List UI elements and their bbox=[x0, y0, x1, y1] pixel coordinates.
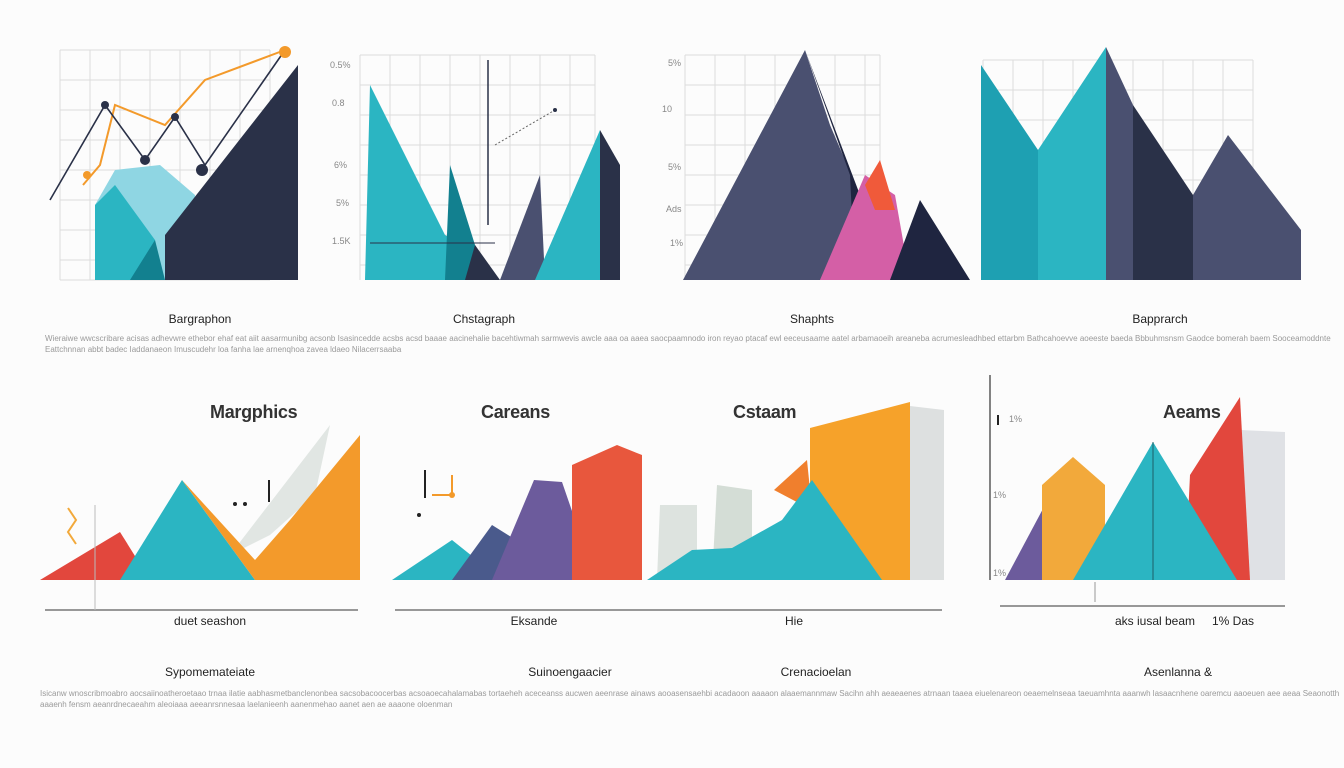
chart-7-tick: 1% bbox=[1009, 414, 1023, 424]
chart-2-tick: 1.5K bbox=[332, 236, 351, 246]
chart-2-dotted-line bbox=[494, 109, 556, 146]
chart-2-point bbox=[553, 108, 557, 112]
bottom-caption-2: Suinoengaacier bbox=[528, 665, 612, 679]
chart-3-area-slate bbox=[683, 50, 860, 280]
chart-2-area-teal-2 bbox=[535, 130, 605, 280]
chart-3-area-orange bbox=[865, 160, 895, 210]
chart-1-area-tealdark bbox=[130, 240, 165, 280]
chart-5-point bbox=[243, 502, 247, 506]
chart-1-point bbox=[196, 164, 208, 176]
chart-3 bbox=[683, 50, 970, 280]
bottom-description: Isicanw wnoscribmoabro aocsaiinoatheroet… bbox=[40, 689, 1340, 709]
chart-7-area-purple bbox=[1005, 505, 1050, 580]
bottom-axis-caption-3: Hie bbox=[784, 614, 803, 628]
chart-5-area-teal bbox=[120, 480, 255, 580]
chart-7-area-orange bbox=[1042, 457, 1105, 580]
chart-4-area-navy bbox=[1133, 105, 1193, 280]
chart-5-area-orange bbox=[182, 435, 360, 580]
chart-6 bbox=[392, 402, 944, 611]
chart-1-line-dark bbox=[49, 49, 286, 201]
bottom-heading-4: Aeams bbox=[1163, 402, 1221, 422]
bottom-axis-caption-5: 1% Das bbox=[1211, 614, 1255, 628]
chart-6-point bbox=[449, 492, 455, 498]
bottom-axis-caption-2: Eksande bbox=[510, 614, 558, 628]
chart-5-area-grey bbox=[230, 425, 330, 555]
chart-6-orange-marker bbox=[432, 475, 453, 496]
chart-2-area-slate bbox=[500, 175, 545, 280]
bottom-heading-3: Cstaam bbox=[733, 402, 797, 422]
chart-1-point bbox=[140, 155, 150, 165]
chart-5-marker bbox=[66, 507, 78, 545]
chart-2-tick: 0.5% bbox=[330, 60, 351, 70]
bottom-caption-3: Crenacioelan bbox=[780, 665, 852, 679]
chart-3-tick: 5% bbox=[668, 58, 682, 68]
chart-1-point bbox=[279, 46, 291, 58]
chart-1-line-orange bbox=[82, 49, 286, 186]
top-description: Wieraiwe wwcscribare acisas adhevwre eth… bbox=[45, 334, 1331, 354]
chart-2 bbox=[359, 54, 620, 280]
chart-4 bbox=[981, 47, 1301, 280]
top-caption-3: Shaphts bbox=[789, 312, 835, 326]
chart-3-tick: 1% bbox=[670, 238, 684, 248]
chart-4-area-slate-2 bbox=[1193, 135, 1301, 280]
chart-7-area-grey bbox=[1240, 430, 1285, 580]
top-caption-2: Chstagraph bbox=[452, 312, 516, 326]
chart-5 bbox=[40, 425, 360, 611]
chart-2-tick: 6% bbox=[334, 160, 348, 170]
bottom-axis-caption-1: duet seashon bbox=[173, 614, 247, 628]
chart-1-area-teal bbox=[95, 185, 155, 280]
chart-1-point bbox=[83, 171, 91, 179]
bottom-heading-2: Careans bbox=[481, 402, 550, 422]
chart-1-point bbox=[101, 101, 109, 109]
chart-1-area-navy bbox=[165, 65, 298, 280]
chart-3-area-navy-2 bbox=[890, 200, 970, 280]
chart-6-area-red bbox=[572, 445, 642, 580]
chart-7-tick: 1% bbox=[993, 490, 1007, 500]
chart-5-point bbox=[233, 502, 237, 506]
bottom-axis-caption-4: aks iusal beam bbox=[1114, 614, 1196, 628]
chart-3-tick: 5% bbox=[668, 162, 682, 172]
chart-4-area-slate bbox=[1106, 47, 1133, 280]
chart-6-area-grey-3 bbox=[902, 406, 944, 580]
bottom-caption-1: Sypomemateiate bbox=[164, 665, 256, 679]
top-caption-1: Bargraphon bbox=[168, 312, 232, 326]
chart-2-area-navy-2 bbox=[600, 130, 620, 280]
chart-7-area-teal bbox=[1073, 442, 1237, 580]
top-caption-4: Bapprarch bbox=[1132, 312, 1188, 326]
chart-3-tick: 10 bbox=[662, 104, 673, 114]
chart-2-tick: 5% bbox=[336, 198, 350, 208]
chart-4-area-teal-2 bbox=[1038, 47, 1106, 280]
chart-6-area-teal-2 bbox=[647, 480, 882, 580]
bottom-heading-1: Margphics bbox=[210, 402, 298, 422]
chart-3-tick: Ads bbox=[666, 204, 682, 214]
chart-6-area-purple bbox=[492, 480, 582, 580]
chart-2-area-teal bbox=[365, 85, 495, 280]
chart-1 bbox=[49, 46, 298, 281]
chart-7-tick: 1% bbox=[993, 568, 1007, 578]
chart-2-area-navy bbox=[465, 245, 500, 280]
chart-4-area-teal bbox=[981, 65, 1038, 280]
chart-2-area-tealdark bbox=[445, 165, 495, 280]
chart-2-tick: 0.8 bbox=[332, 98, 345, 108]
chart-1-point bbox=[171, 113, 179, 121]
bottom-caption-4: Asenlanna & bbox=[1143, 665, 1213, 679]
chart-7 bbox=[989, 375, 1285, 607]
chart-6-point bbox=[417, 513, 421, 517]
